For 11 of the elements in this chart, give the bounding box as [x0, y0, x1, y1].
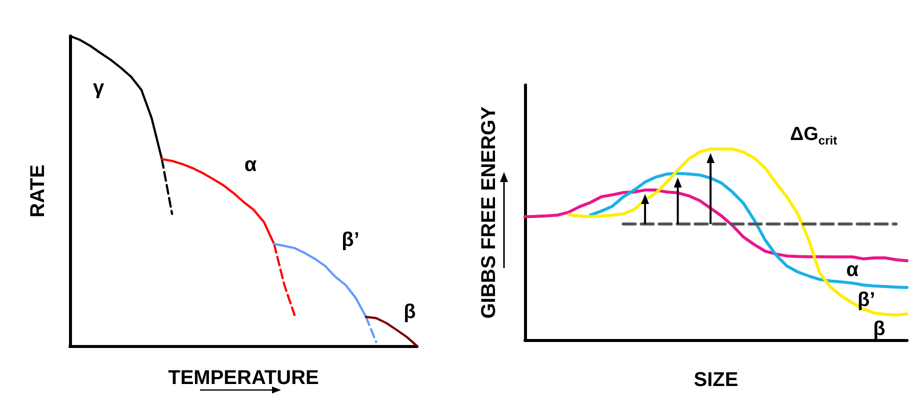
x-axis-title: SIZE [694, 369, 738, 391]
series-label: β [404, 301, 416, 324]
series-label: β [873, 318, 886, 340]
series-label: β’ [342, 228, 360, 251]
y-axis-title: GIBBS FREE ENERGY [478, 106, 500, 319]
series-label: α [244, 154, 258, 176]
y-axis-title: RATE [27, 164, 49, 218]
series-label: γ [93, 77, 106, 100]
series-label: α [846, 258, 860, 281]
series-label: β’ [857, 288, 876, 311]
x-axis-title: TEMPERATURE [168, 367, 319, 389]
